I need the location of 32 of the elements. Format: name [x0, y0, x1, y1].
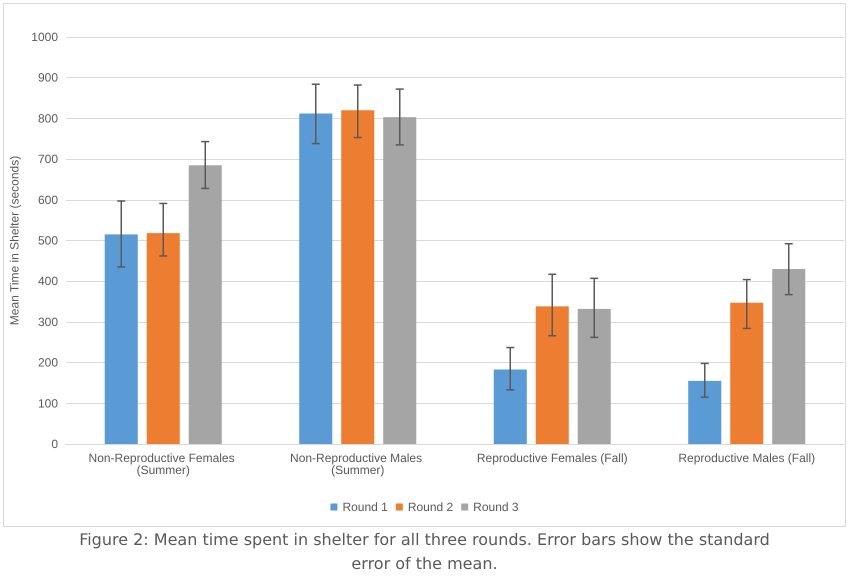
x-tick-label: Reproductive Females (Fall): [476, 451, 628, 465]
y-axis-title: Mean Time in Shelter (seconds): [7, 156, 22, 326]
x-tick-label: Non-Reproductive Males (Summer): [290, 451, 426, 477]
bar: [383, 117, 416, 444]
bar: [104, 234, 138, 444]
legend-label: Round 1: [342, 500, 388, 514]
bar: [578, 308, 611, 444]
y-tick-label: 900: [38, 70, 58, 85]
y-tick-label: 1000: [31, 30, 58, 44]
y-tick-label: 100: [38, 396, 58, 410]
bar: [299, 114, 332, 444]
y-tick-label: 700: [38, 152, 58, 166]
legend-label: Round 3: [473, 500, 519, 514]
x-tick-label: Non-Reproductive Females (Summer): [88, 451, 238, 477]
legend-label: Round 2: [408, 500, 454, 514]
bar: [730, 302, 764, 444]
y-tick-label: 200: [38, 356, 58, 370]
y-tick-label: 400: [38, 274, 58, 288]
bar: [772, 268, 806, 444]
bar: [188, 165, 222, 444]
x-tick-label: Reproductive Males (Fall): [678, 451, 816, 465]
bar: [146, 233, 180, 444]
bar: [494, 370, 527, 444]
y-tick-label: 300: [38, 314, 58, 329]
bar: [536, 306, 569, 444]
y-tick-label: 0: [51, 437, 58, 451]
caption: Figure 2: Mean time spent in shelter for all three rounds. Error bars show the standard error of the mean.: [78, 529, 771, 575]
y-tick-label: 500: [38, 234, 58, 248]
y-tick-label: 600: [38, 192, 58, 207]
bar: [341, 110, 374, 444]
y-tick-label: 800: [38, 111, 58, 126]
bar: [688, 380, 722, 444]
